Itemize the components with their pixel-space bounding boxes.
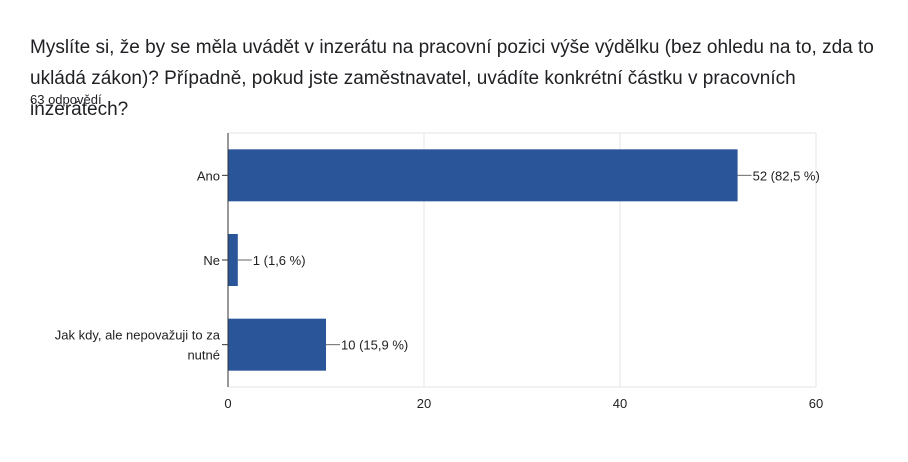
x-tick-label: 20 bbox=[417, 396, 431, 411]
response-count: 63 odpovědí bbox=[30, 92, 102, 107]
category-label: Jak kdy, ale nepovažuji to za bbox=[55, 328, 221, 343]
category-label: Ne bbox=[203, 253, 220, 268]
data-label: 52 (82,5 %) bbox=[753, 168, 820, 183]
bar-2 bbox=[228, 318, 326, 371]
x-tick-label: 40 bbox=[613, 396, 627, 411]
question-title: Myslíte si, že by se měla uvádět v inzer… bbox=[30, 37, 874, 120]
data-label: 1 (1,6 %) bbox=[253, 253, 306, 268]
bar-0 bbox=[228, 149, 738, 202]
category-label: Ano bbox=[197, 168, 220, 183]
category-label: nutné bbox=[187, 348, 220, 363]
bar-1 bbox=[228, 234, 238, 286]
x-tick-label: 60 bbox=[809, 396, 823, 411]
data-label: 10 (15,9 %) bbox=[341, 338, 408, 353]
x-tick-label: 0 bbox=[224, 396, 231, 411]
